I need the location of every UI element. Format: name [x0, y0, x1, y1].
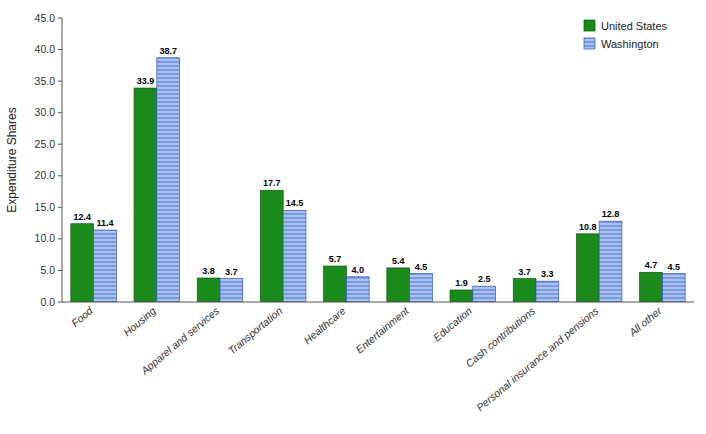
data-label: 3.3 — [541, 269, 554, 279]
y-tick-label: 20.0 — [35, 169, 56, 181]
bar — [662, 274, 685, 302]
y-axis: 0.0 5.0 10.0 15.0 20.0 25.0 30.0 35.0 40.0 45.0 Ex… — [5, 12, 62, 308]
bar — [599, 221, 622, 302]
y-axis-label: Expenditure Shares — [5, 107, 19, 212]
bar — [71, 224, 94, 302]
data-labels: 12.4 33.9 3.8 17.7 5.7 5.4 1.9 3.7 10.8 4.7 11.4 38… — [73, 46, 680, 288]
y-tick-label: 45.0 — [35, 12, 56, 24]
data-label: 3.8 — [202, 266, 215, 276]
data-label: 4.7 — [645, 260, 658, 270]
y-axis-line — [62, 18, 63, 302]
bar — [260, 190, 283, 302]
x-axis: Food HousingApparel and servicesTransport… — [62, 302, 694, 413]
legend-label: Washington — [601, 38, 659, 50]
y-tick — [58, 81, 62, 82]
x-tick-label: Personal insurance and pensions — [474, 304, 601, 413]
data-label: 3.7 — [518, 267, 531, 277]
data-label: 4.0 — [352, 265, 365, 275]
bar — [283, 210, 306, 302]
y-tick — [58, 49, 62, 50]
bar — [157, 58, 180, 302]
y-tick-label: 15.0 — [35, 201, 56, 213]
data-label: 11.4 — [96, 218, 113, 228]
legend-swatch — [584, 38, 595, 49]
data-label: 12.8 — [602, 209, 620, 219]
data-label: 5.4 — [392, 256, 405, 266]
data-label: 14.5 — [286, 198, 304, 208]
legend: United States Washington — [584, 20, 668, 50]
y-tick-label: 5.0 — [40, 264, 55, 276]
bar — [513, 279, 536, 302]
y-tick — [58, 238, 62, 239]
bar — [94, 230, 117, 302]
y-tick — [58, 207, 62, 208]
x-tick-label: Entertainment — [353, 304, 412, 356]
y-tick — [58, 144, 62, 145]
data-label: 33.9 — [137, 76, 155, 86]
y-tick — [58, 18, 62, 19]
y-tick — [58, 112, 62, 113]
data-label: 12.4 — [73, 212, 91, 222]
data-label: 4.5 — [415, 262, 428, 272]
data-label: 5.7 — [329, 254, 342, 264]
data-label: 2.5 — [478, 274, 491, 284]
y-tick — [58, 302, 62, 303]
chart: 12.4 33.9 3.8 17.7 5.7 5.4 1.9 3.7 10.8 4.7 11.4 38… — [0, 0, 706, 434]
y-tick-label: 35.0 — [35, 75, 56, 87]
y-tick-label: 0.0 — [40, 296, 55, 308]
data-label: 38.7 — [159, 46, 177, 56]
bar — [346, 277, 369, 302]
data-label: 3.7 — [225, 267, 238, 277]
bars — [71, 58, 685, 302]
bar — [324, 266, 347, 302]
bar — [536, 281, 559, 302]
y-tick-label: 10.0 — [35, 232, 56, 244]
x-tick-label: Transportation — [225, 304, 284, 356]
x-axis-line — [62, 302, 694, 303]
bar — [576, 234, 599, 302]
bar — [450, 290, 473, 302]
y-tick-label: 25.0 — [35, 138, 56, 150]
y-tick-label: 30.0 — [35, 106, 56, 118]
data-label: 10.8 — [579, 222, 597, 232]
bar — [387, 268, 410, 302]
data-label: 17.7 — [263, 178, 281, 188]
bar — [134, 88, 157, 302]
y-tick — [58, 270, 62, 271]
data-label: 1.9 — [455, 278, 468, 288]
x-tick-label: Education — [431, 304, 475, 343]
x-tick-label: Apparel and services — [138, 304, 222, 377]
x-tick-label: Healthcare — [301, 304, 348, 346]
x-tick-label: Food — [69, 304, 96, 329]
bar — [220, 279, 243, 302]
bar — [473, 286, 496, 302]
legend-label: United States — [601, 20, 668, 32]
y-tick-label: 40.0 — [35, 43, 56, 55]
legend-swatch — [584, 20, 595, 31]
y-tick — [58, 175, 62, 176]
bar — [640, 272, 663, 302]
x-tick-label: All other — [626, 304, 664, 339]
x-tick-label: Housing — [121, 304, 158, 338]
bar — [410, 274, 433, 302]
bar — [197, 278, 220, 302]
data-label: 4.5 — [668, 262, 681, 272]
